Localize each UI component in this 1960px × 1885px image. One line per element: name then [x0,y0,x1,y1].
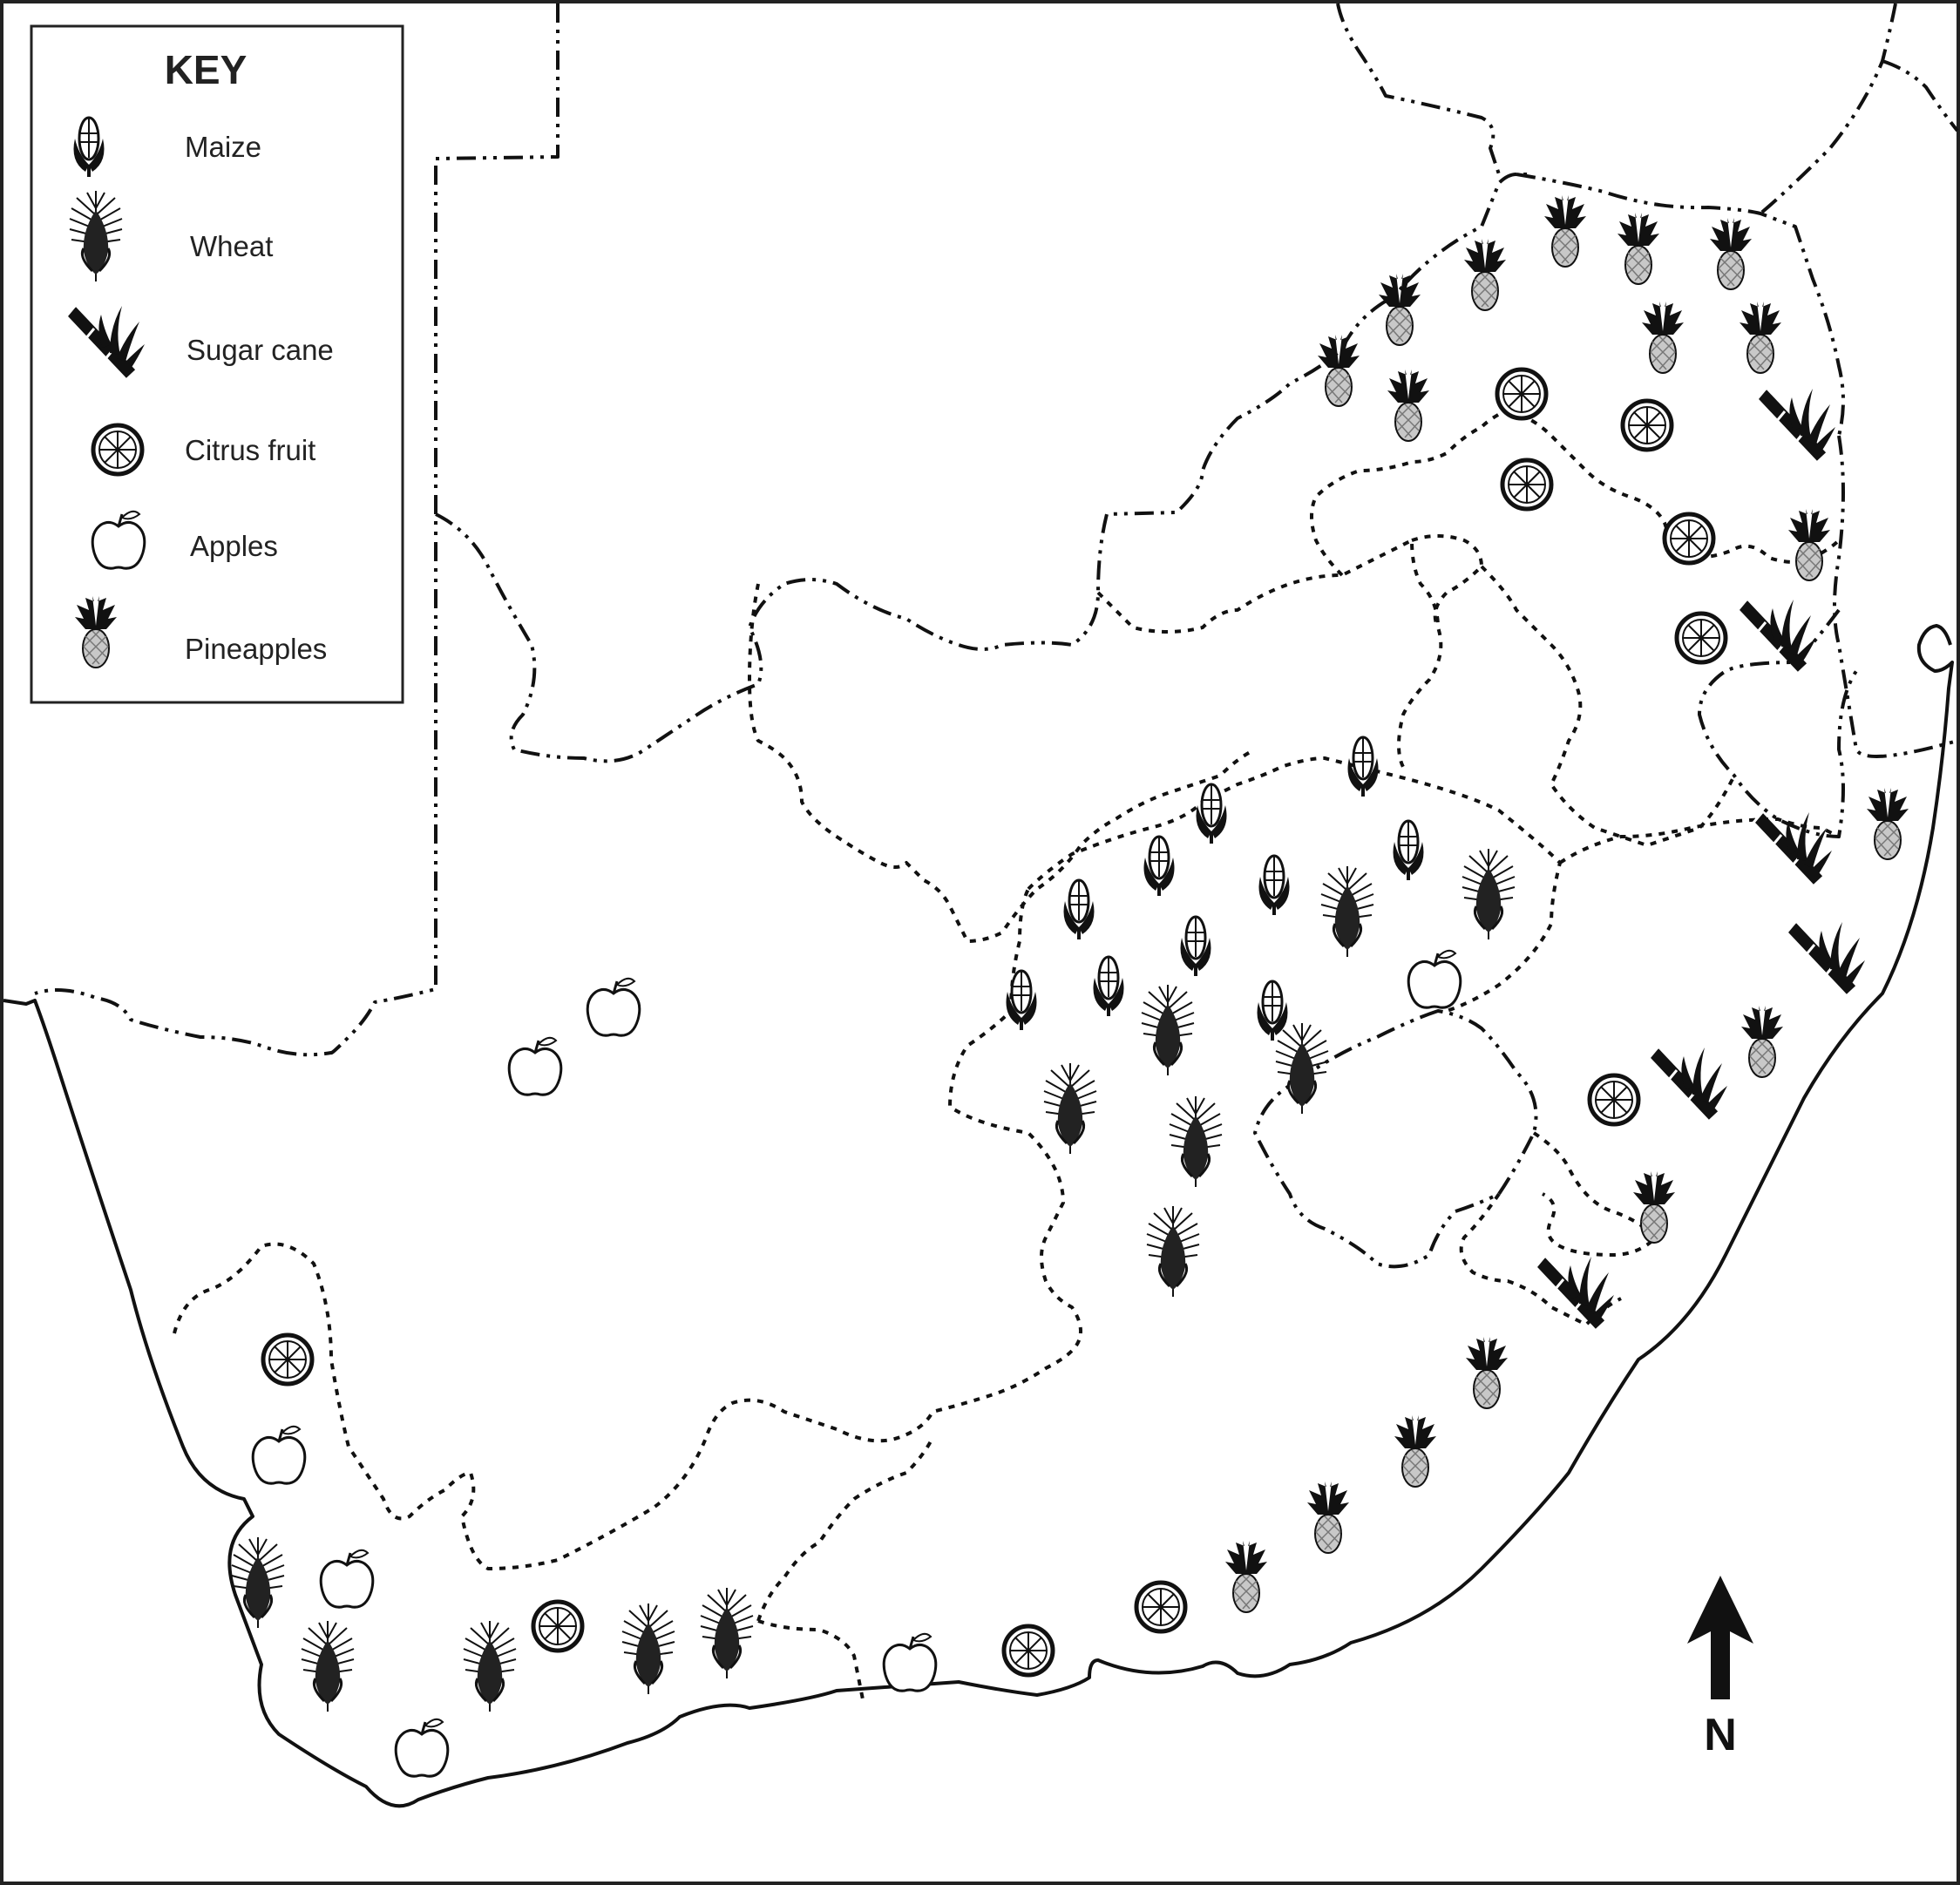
citrus-icon [93,425,142,474]
key-label-wheat: Wheat [190,230,273,262]
maize-icon [1004,969,1039,1032]
province-border-mpumalanga [1480,408,1841,847]
key-label-apple: Apples [190,530,278,562]
pineapple-icon [1465,1336,1509,1409]
key-title: KEY [165,47,248,92]
namibia-border [34,3,560,1057]
pineapple-icon [1387,369,1430,442]
citrus-icon [1136,1583,1185,1631]
maize-icon [1257,854,1292,917]
apple-icon [251,1425,307,1485]
pineapple-icon [1394,1414,1437,1488]
north-label: N [1704,1710,1737,1760]
citrus-icon [1497,370,1546,418]
pineapple-icon [1463,238,1507,311]
province-border-gauteng [1310,408,1509,628]
wheat-icon [1042,1061,1098,1156]
wheat-icon [699,1586,755,1680]
citrus-icon [533,1602,582,1651]
province-border-north-west [1096,539,1443,768]
apple-icon [507,1036,563,1096]
wheat-icon [1319,865,1375,959]
maize-icon [1346,736,1380,798]
sugarcane-icon [1757,389,1835,457]
pineapple-icon [1378,273,1421,346]
province-border-kwazulu-natal [1532,817,1840,1257]
wheat-icon [1168,1095,1224,1189]
wheat-icon [230,1536,286,1630]
apple-icon [586,977,641,1037]
citrus-icon [1502,460,1551,509]
map-key: KEY Maize Wheat Sugar cane Citrus fruit … [30,24,404,704]
maize-icon [1142,835,1177,898]
maize-icon [1061,878,1096,941]
lesotho-border [1253,1009,1538,1269]
zimbabwe-north-border [1336,3,1501,175]
pineapple-icon [1617,212,1660,285]
sugarcane-icon [1787,922,1865,990]
wheat-icon [1461,847,1516,941]
citrus-icon [1665,514,1713,563]
citrus-icon [1677,614,1726,662]
sugarcane-icon [1536,1257,1614,1325]
pineapple-icon [1306,1481,1350,1554]
citrus-icon [1623,401,1672,450]
sugarcane-icon [1738,600,1816,668]
north-arrow: N [1687,1576,1753,1760]
key-label-pineapple: Pineapples [185,633,327,665]
pineapple-icon [1740,1005,1784,1078]
apple-icon [394,1718,450,1778]
wheat-icon [462,1619,518,1713]
pineapple-icon [1224,1540,1268,1613]
citrus-icon [1590,1075,1638,1124]
pineapple-icon [1866,787,1909,860]
wheat-icon [1140,983,1196,1077]
coastline [3,624,1954,1808]
key-label-maize: Maize [185,131,261,163]
wheat-icon [1145,1204,1201,1298]
pineapple-icon [1632,1170,1676,1244]
wheat-icon [621,1602,676,1696]
maize-icon [1391,819,1426,882]
citrus-icon [1004,1626,1053,1675]
pineapple-icon [1543,194,1587,268]
zimbabwe-border [1516,173,1845,437]
sugarcane-icon [1649,1048,1727,1115]
wheat-icon [300,1619,356,1713]
province-border-eastern-cape-east [1459,1192,1622,1326]
maize-icon [1194,783,1229,845]
province-border-northern-cape [748,583,1256,943]
botswana-border [435,173,1534,763]
maize-icon [1091,955,1126,1018]
mozambique-border [1759,3,1959,758]
citrus-icon [263,1335,312,1384]
north-arrow-icon [1687,1576,1753,1699]
pineapple-icon [1317,334,1360,407]
wheat-icon [1274,1021,1330,1115]
key-label-citrus: Citrus fruit [185,434,315,466]
pineapple-icon [1739,301,1782,374]
pineapple-icon [1641,301,1685,374]
maize-icon [1178,915,1213,978]
swaziland-border [1698,608,1858,838]
pineapple-icon [1709,217,1753,290]
apple-icon [1407,949,1462,1009]
province-border-western-cape [173,888,1082,1570]
province-border-eastern-cape-south [756,1437,934,1700]
apple-icon [319,1549,375,1609]
maize-icon [1255,980,1290,1042]
key-label-sugarcane: Sugar cane [187,334,334,366]
pineapple-icon [1787,508,1831,581]
apple-icon [882,1632,938,1692]
